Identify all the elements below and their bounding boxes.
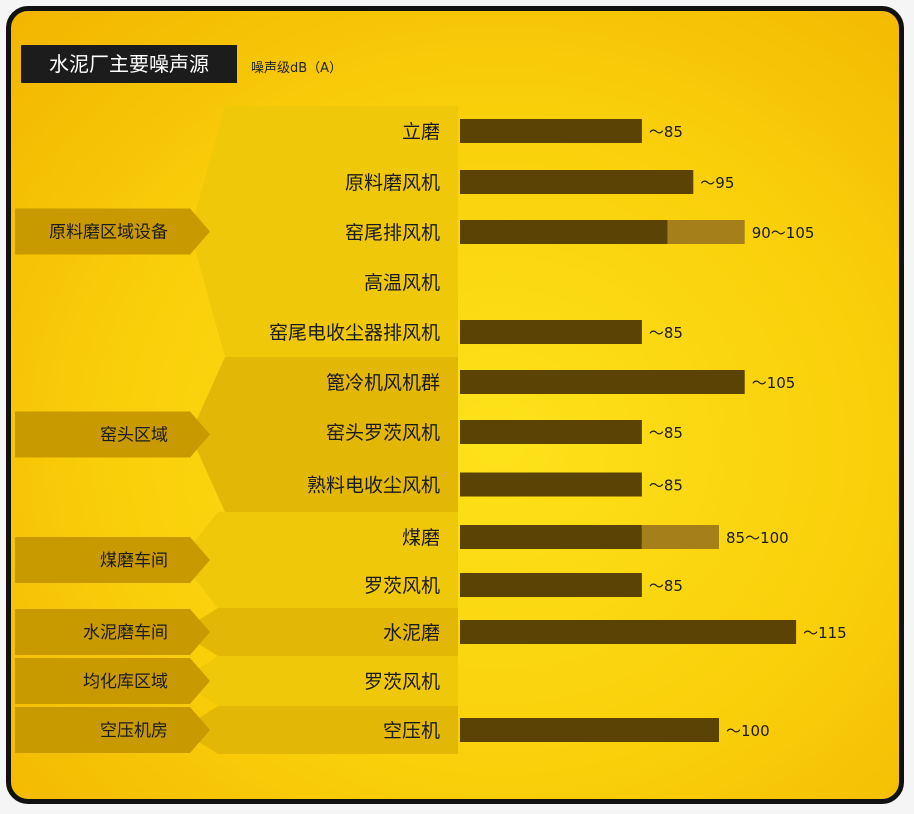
- device-label: 罗茨风机: [364, 671, 440, 693]
- device-label: 窑尾电收尘器排风机: [269, 322, 440, 344]
- group-label-band: [15, 411, 210, 458]
- value-label: ～85: [649, 424, 683, 442]
- group-label: 原料磨区域设备: [49, 223, 168, 243]
- group-panel: [180, 512, 458, 608]
- group-label: 煤磨车间: [100, 551, 168, 571]
- device-label: 罗茨风机: [364, 575, 440, 597]
- group-panel: [190, 357, 458, 512]
- bar: [460, 320, 642, 344]
- group-label: 均化库区域: [83, 672, 168, 692]
- device-label: 水泥磨: [383, 622, 440, 644]
- bar: [460, 525, 642, 549]
- group-label-band: [15, 707, 210, 753]
- device-label: 原料磨风机: [345, 172, 440, 194]
- device-label: 空压机: [383, 720, 440, 742]
- group-label: 水泥磨车间: [83, 623, 168, 643]
- bar: [460, 420, 642, 444]
- value-label: 85～100: [726, 529, 789, 547]
- value-label: ～85: [649, 123, 683, 141]
- group-panel: [180, 656, 458, 706]
- device-label: 立磨: [402, 121, 440, 143]
- value-label: 90～105: [752, 224, 815, 242]
- group-panel: [180, 706, 458, 754]
- device-label: 熟料电收尘风机: [307, 475, 440, 497]
- bar: [460, 472, 642, 497]
- group-label-band: [15, 609, 210, 655]
- bar-range: [641, 525, 719, 549]
- value-label: ～105: [752, 374, 796, 392]
- bar: [460, 170, 694, 194]
- group-label-band: [15, 208, 210, 255]
- chart-title: 水泥厂主要噪声源: [21, 45, 237, 83]
- bar: [460, 370, 745, 394]
- value-label: ～85: [649, 577, 683, 595]
- device-label: 篦冷机风机群: [326, 372, 440, 394]
- bar: [460, 220, 668, 244]
- value-label: ～115: [803, 624, 847, 642]
- group-label-band: [15, 658, 210, 704]
- value-label: ～85: [649, 477, 683, 495]
- group-panel: [190, 106, 458, 357]
- group-label-band: [15, 537, 210, 583]
- bar: [460, 718, 719, 742]
- unit-label: 噪声级dB（A）: [251, 61, 343, 76]
- value-label: ～95: [700, 174, 734, 192]
- value-label: ～100: [726, 722, 770, 740]
- group-label: 空压机房: [100, 721, 168, 741]
- bar: [460, 119, 642, 143]
- device-label: 窑尾排风机: [345, 222, 440, 244]
- value-label: ～85: [649, 324, 683, 342]
- group-label: 窑头区域: [100, 426, 168, 446]
- device-label: 煤磨: [402, 527, 440, 549]
- device-label: 高温风机: [364, 272, 440, 294]
- group-panel: [180, 608, 458, 656]
- bar: [460, 573, 642, 597]
- bar: [460, 620, 797, 644]
- chart-frame: 水泥厂主要噪声源 噪声级dB（A） 原料磨区域设备窑头区域煤磨车间水泥磨车间均化…: [6, 6, 904, 804]
- bar-range: [667, 220, 745, 244]
- device-label: 窑头罗茨风机: [326, 422, 440, 444]
